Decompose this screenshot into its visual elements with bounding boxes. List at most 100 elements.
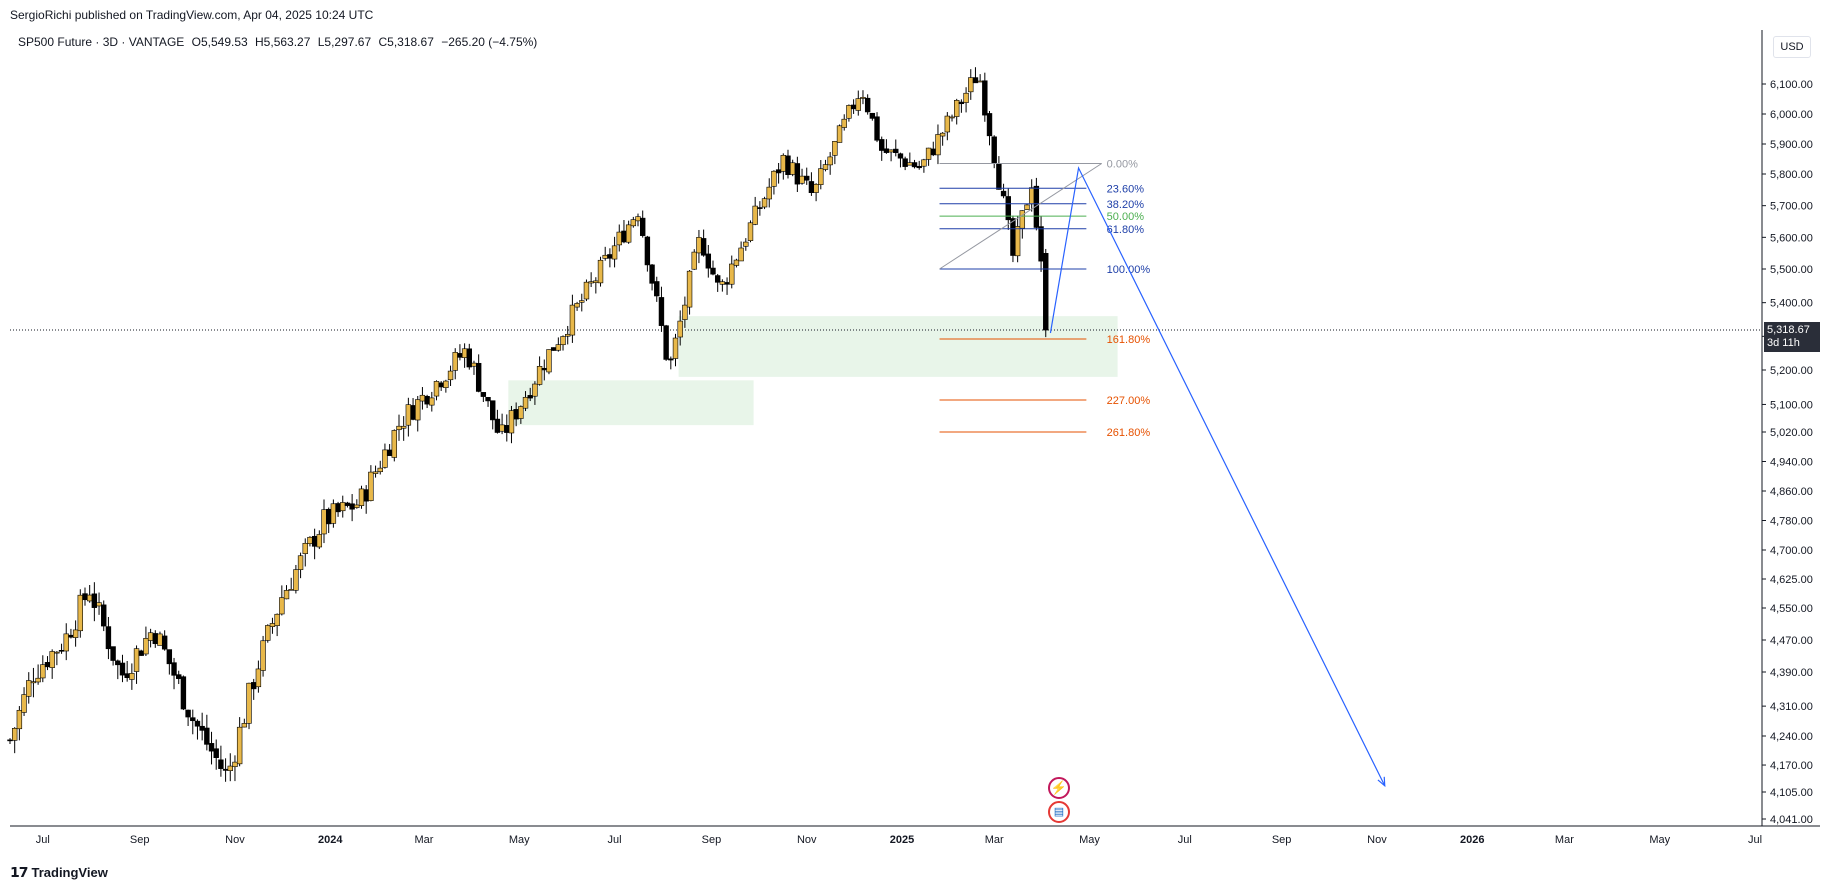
bull-candle (508, 410, 515, 434)
bear-candle (668, 358, 674, 361)
bear-candle (654, 281, 660, 297)
bear-candle (710, 267, 716, 275)
bear-candle (897, 153, 904, 159)
change-value: −265.20 (−4.75%) (441, 35, 538, 49)
bar-countdown: 3d 11h (1767, 337, 1800, 349)
bull-candle (1014, 226, 1021, 257)
bull-candle (522, 397, 529, 409)
bull-candle (827, 156, 833, 166)
fib-level-label: 23.60% (1107, 183, 1145, 195)
bull-candle (672, 337, 679, 359)
bear-candle (494, 418, 501, 433)
bear-candle (1038, 226, 1044, 262)
bear-candle (757, 207, 763, 209)
symbol-title[interactable]: SP500 Future · 3D · VANTAGE (18, 35, 185, 49)
bull-candle (405, 404, 412, 426)
bull-candle (288, 589, 294, 591)
bull-candle (72, 629, 79, 638)
bear-candle (119, 662, 126, 676)
fib-level-label: 227.00% (1107, 395, 1151, 407)
price-tick-label: 4,170.00 (1770, 760, 1813, 772)
bull-candle (49, 651, 55, 668)
time-tick-label: Nov (1367, 834, 1387, 846)
bull-candle (836, 125, 843, 143)
time-tick-label: Sep (702, 834, 722, 846)
bear-candle (1043, 253, 1049, 331)
time-tick-label: Jul (1178, 834, 1192, 846)
lightning-event-icon[interactable]: ⚡ (1048, 777, 1070, 799)
price-tick-label: 4,041.00 (1770, 814, 1813, 826)
bull-candle (625, 224, 632, 243)
bull-candle (340, 502, 346, 512)
bull-candle (499, 424, 505, 432)
bull-candle (274, 613, 280, 626)
bear-candle (475, 362, 482, 392)
bear-candle (724, 282, 730, 285)
low-value: L5,297.67 (317, 35, 372, 49)
bull-candle (447, 370, 454, 381)
bull-candle (832, 141, 838, 156)
bull-candle (77, 594, 83, 632)
bull-candle (443, 380, 449, 388)
bear-candle (705, 253, 712, 269)
bear-candle (658, 297, 665, 326)
bear-candle (649, 264, 655, 284)
bull-candle (302, 542, 308, 554)
bull-candle (316, 534, 323, 548)
bear-candle (902, 158, 908, 167)
bear-candle (480, 392, 487, 397)
bull-candle (377, 467, 383, 473)
brand-name: TradingView (31, 865, 108, 880)
bull-candle (583, 281, 590, 300)
bull-candle (21, 694, 27, 713)
price-tick-label: 4,860.00 (1770, 486, 1813, 498)
demand-zone (508, 380, 754, 426)
bear-candle (607, 254, 613, 259)
bull-candle (147, 632, 154, 641)
axes: 4,041.00 4,105.00 4,170.00 4,240.00 4,310.00… (10, 30, 1820, 846)
bull-candle (743, 241, 749, 247)
bull-candle (813, 183, 819, 193)
bull-candle (921, 159, 927, 167)
bull-candle (925, 147, 932, 160)
time-tick-label: Mar (985, 834, 1004, 846)
bull-candle (419, 394, 426, 402)
price-tick-label: 4,940.00 (1770, 457, 1813, 469)
bear-candle (850, 104, 857, 110)
bear-candle (115, 660, 121, 666)
bull-candle (719, 281, 726, 285)
bear-candle (218, 759, 224, 769)
bear-candle (204, 727, 210, 745)
time-tick-label: Nov (225, 834, 245, 846)
bull-candle (260, 640, 266, 671)
bull-candle (307, 536, 313, 544)
time-tick-label: Jul (1748, 834, 1762, 846)
bear-candle (804, 175, 810, 181)
price-tick-label: 4,780.00 (1770, 516, 1813, 528)
bear-candle (883, 148, 890, 153)
bull-candle (471, 362, 477, 367)
time-tick-label: Mar (415, 834, 434, 846)
bull-candle (400, 425, 407, 429)
demand-zones (508, 316, 1118, 426)
currency-selector[interactable]: USD (1773, 36, 1811, 58)
bull-candle (752, 205, 758, 225)
tradingview-footer[interactable]: 𝟭𝟳 TradingView (10, 864, 108, 881)
time-tick-label: Sep (1272, 834, 1292, 846)
bear-candle (152, 633, 158, 645)
bear-candle (972, 77, 979, 84)
us-flag-event-icon[interactable]: ▤ (1048, 801, 1070, 823)
bear-candle (101, 604, 107, 627)
bear-candle (869, 112, 876, 119)
high-value: H5,563.27 (255, 35, 311, 49)
fib-level-label: 261.80% (1107, 427, 1151, 439)
bull-candle (780, 154, 786, 172)
bear-candle (176, 674, 182, 679)
bull-candle (696, 237, 702, 254)
bear-candle (621, 230, 627, 243)
tradingview-logo-icon: 𝟭𝟳 (10, 864, 29, 880)
bull-candle (297, 555, 304, 570)
price-tick-label: 5,600.00 (1770, 232, 1813, 244)
bear-candle (1010, 218, 1016, 256)
